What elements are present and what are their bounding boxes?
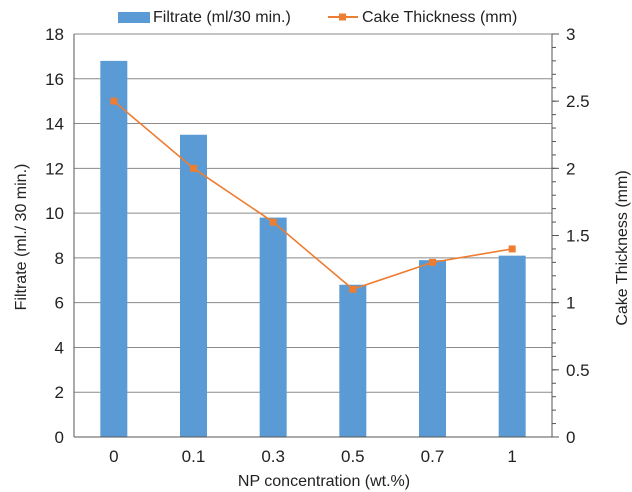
bar — [180, 134, 207, 437]
legend-swatch-cake-marker — [339, 13, 346, 21]
y-tick-label: 6 — [55, 294, 64, 313]
y-axis-label: Filtrate (ml./ 30 min.) — [13, 164, 30, 311]
y-tick-label: 18 — [45, 25, 64, 44]
line-point — [110, 97, 118, 105]
y2-tick-label: 0 — [566, 428, 575, 447]
bar — [259, 217, 287, 437]
legend-label-cake: Cake Thickness (mm) — [362, 9, 517, 26]
y-tick-label: 12 — [45, 159, 64, 178]
line-point — [190, 164, 197, 172]
x-tick-label: 0.3 — [261, 447, 285, 466]
y2-tick-label: 0.5 — [566, 361, 590, 380]
line-point — [429, 258, 436, 266]
bar — [100, 60, 128, 437]
x-tick-label: 0.1 — [182, 447, 206, 466]
y-tick-label: 16 — [45, 70, 64, 89]
y-tick-label: 0 — [55, 428, 64, 447]
y-tick-label: 14 — [45, 115, 64, 134]
y-tick-label: 8 — [55, 249, 64, 268]
line-point — [269, 218, 277, 226]
y-tick-label: 10 — [45, 204, 64, 223]
legend-swatch-filtrate — [118, 12, 150, 23]
y2-tick-label: 2.5 — [566, 92, 590, 111]
legend: Filtrate (ml/30 min.) Cake Thickness (mm… — [118, 9, 517, 26]
y2-tick-label: 2 — [566, 159, 575, 178]
line-point — [349, 285, 357, 293]
right-axis-ticks: 0 0.5 1 1.5 2 2.5 3 — [552, 25, 590, 447]
line-path — [113, 100, 513, 291]
y-tick-label: 4 — [55, 338, 64, 357]
line-series — [110, 97, 516, 293]
bar — [419, 260, 446, 437]
x-tick-label: 0.7 — [421, 447, 445, 466]
gridlines — [74, 33, 552, 393]
x-axis-label: NP concentration (wt.%) — [238, 473, 410, 490]
x-tick-label: 0.5 — [341, 447, 365, 466]
bar — [339, 284, 367, 437]
y2-tick-label: 1.5 — [566, 227, 590, 246]
x-tick-label: 0 — [109, 447, 118, 466]
left-axis-ticks: 0 2 4 6 8 10 12 14 16 18 — [45, 25, 64, 447]
y2-tick-label: 3 — [566, 25, 575, 44]
legend-label-filtrate: Filtrate (ml/30 min.) — [153, 9, 291, 26]
y-tick-label: 2 — [55, 383, 64, 402]
bar — [498, 255, 526, 437]
y2-tick-label: 1 — [566, 294, 575, 313]
y2-axis-label: Cake Thickness (mm) — [614, 170, 631, 325]
x-tick-label: 1 — [507, 447, 516, 466]
x-axis-ticks: 0 0.1 0.3 0.5 0.7 1 — [109, 447, 517, 466]
bar-series — [100, 60, 526, 437]
axes — [73, 34, 553, 438]
line-point — [508, 245, 516, 253]
